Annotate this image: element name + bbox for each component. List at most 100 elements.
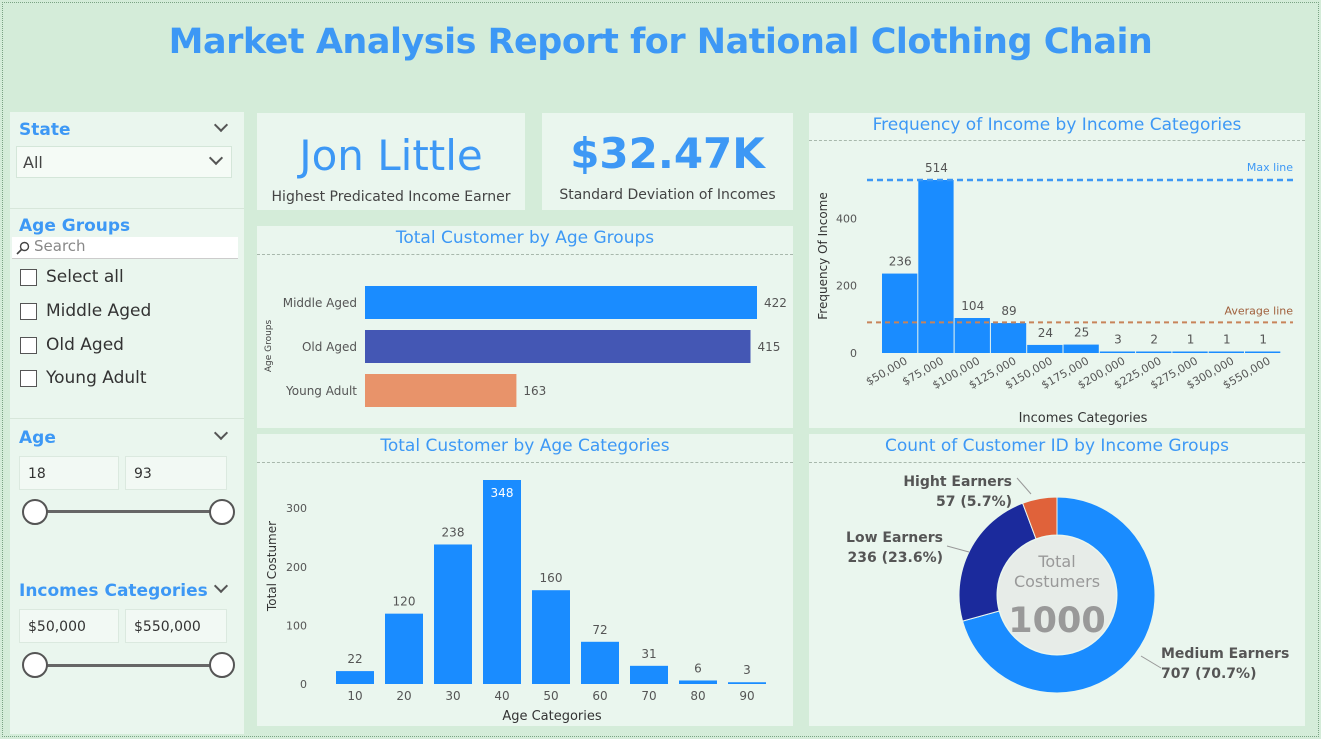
data-label: 31	[641, 647, 656, 661]
checkbox-young-adult[interactable]: Young Adult	[20, 368, 147, 388]
bar	[1027, 344, 1063, 353]
bar	[532, 590, 570, 684]
data-label: 514	[925, 161, 948, 175]
slice-name-label: Hight Earners	[903, 474, 1012, 490]
bar	[365, 330, 751, 363]
bar	[336, 671, 374, 684]
report-title: Market Analysis Report for National Clot…	[168, 22, 1153, 62]
center-label: Costumers	[1014, 572, 1100, 591]
data-label: 236	[889, 255, 912, 269]
bar	[990, 323, 1027, 353]
x-tick-label: 40	[494, 689, 509, 703]
leader-line	[946, 545, 970, 553]
income-max-input[interactable]: $550,000	[125, 609, 227, 643]
age-slider-max-handle[interactable]	[209, 499, 235, 525]
y-tick-label: 0	[850, 347, 857, 360]
checkbox-middle-aged[interactable]: Middle Aged	[20, 301, 151, 321]
checkbox-label: Old Aged	[46, 335, 124, 355]
chart-age-categories: Total Customer by Age Categories Total C…	[257, 434, 793, 726]
bar	[434, 544, 472, 684]
x-tick-label: 80	[690, 689, 705, 703]
bar	[1136, 351, 1172, 353]
data-label: 104	[961, 299, 984, 313]
chevron-down-icon[interactable]	[213, 578, 229, 594]
bar	[365, 286, 757, 319]
y-tick-label: 200	[286, 561, 307, 574]
state-dropdown-value: All	[23, 153, 43, 172]
divider	[257, 254, 793, 255]
data-label: 89	[1001, 304, 1016, 318]
x-tick-label: 10	[347, 689, 362, 703]
x-tick-label: 50	[543, 689, 558, 703]
age-slider-track[interactable]	[36, 510, 222, 513]
divider	[809, 140, 1305, 141]
x-axis-label: Incomes Categories	[1019, 411, 1148, 426]
x-tick-label: 90	[739, 689, 754, 703]
category-label: Middle Aged	[283, 296, 357, 310]
checkbox-select-all[interactable]: Select all	[20, 267, 124, 287]
kpi-top-earner-value: Jon Little	[299, 131, 483, 180]
x-tick-label: 70	[641, 689, 656, 703]
y-tick-label: 100	[286, 619, 307, 632]
y-tick-label: 200	[836, 280, 857, 293]
checkbox[interactable]	[20, 302, 37, 320]
checkbox-old-aged[interactable]: Old Aged	[20, 335, 124, 355]
kpi-std-dev-value: $32.47K	[570, 129, 765, 178]
age-max-input[interactable]: 93	[125, 456, 227, 490]
divider	[257, 462, 793, 463]
category-label: Young Adult	[285, 384, 357, 398]
data-label: 1	[1223, 333, 1231, 347]
bar	[1208, 351, 1244, 353]
category-label: Old Aged	[302, 340, 357, 354]
y-tick-label: 0	[300, 678, 307, 691]
data-label: 22	[347, 652, 362, 666]
income-slider-min-handle[interactable]	[22, 652, 48, 678]
age-categories-bar-chart: Total Costumer Age Categories 0 100 200 300 10…	[265, 480, 766, 724]
age-min-input[interactable]: 18	[19, 456, 119, 490]
bar	[365, 374, 517, 407]
bar	[1099, 351, 1136, 353]
income-min-input[interactable]: $50,000	[19, 609, 119, 643]
leader-line	[1016, 477, 1032, 495]
filter-pane: State All Age Groups Search Select all M…	[10, 112, 244, 734]
age-groups-bar-chart: Age Groups Middle Aged 422 Old Aged 415 Young…	[264, 286, 787, 407]
bar	[581, 641, 619, 684]
bar	[1172, 351, 1208, 353]
incomes-slicer-title: Incomes Categories	[19, 581, 208, 601]
checkbox[interactable]	[20, 369, 37, 387]
y-tick-label: 400	[836, 212, 857, 225]
y-axis-label: Frequency Of Income	[816, 192, 830, 319]
chevron-down-icon[interactable]	[213, 425, 229, 441]
checkbox[interactable]	[20, 336, 37, 354]
chevron-down-icon[interactable]	[213, 117, 229, 133]
x-axis-label: Age Categories	[502, 709, 602, 724]
search-input[interactable]: Search	[12, 237, 238, 259]
checkbox-label: Select all	[46, 267, 124, 287]
kpi-card-std-dev: $32.47K Standard Deviation of Incomes	[542, 113, 793, 210]
slice-name-label: Medium Earners	[1161, 646, 1289, 662]
leader-line	[1140, 655, 1162, 669]
search-icon	[16, 241, 30, 255]
x-tick-label: 30	[445, 689, 460, 703]
bar	[630, 665, 668, 684]
data-label: 1	[1187, 333, 1195, 347]
chevron-down-icon	[208, 150, 224, 166]
state-dropdown[interactable]: All	[16, 146, 232, 178]
chart-age-groups: Total Customer by Age Groups Age Groups M…	[257, 226, 793, 428]
data-label: 163	[523, 384, 546, 398]
data-label: 72	[592, 623, 607, 637]
data-label: 3	[743, 663, 751, 677]
income-slider-max-handle[interactable]	[209, 652, 235, 678]
checkbox[interactable]	[20, 268, 37, 286]
bar	[1245, 351, 1281, 353]
max-line-label: Max line	[1247, 161, 1293, 174]
y-axis-label: Total Costumer	[265, 521, 279, 612]
income-slider-track[interactable]	[36, 664, 222, 667]
age-slider-min-handle[interactable]	[22, 499, 48, 525]
x-tick-label: 60	[592, 689, 607, 703]
chart-title: Total Customer by Age Categories	[380, 436, 670, 456]
data-label: 25	[1074, 326, 1089, 340]
checkbox-label: Middle Aged	[46, 301, 152, 321]
